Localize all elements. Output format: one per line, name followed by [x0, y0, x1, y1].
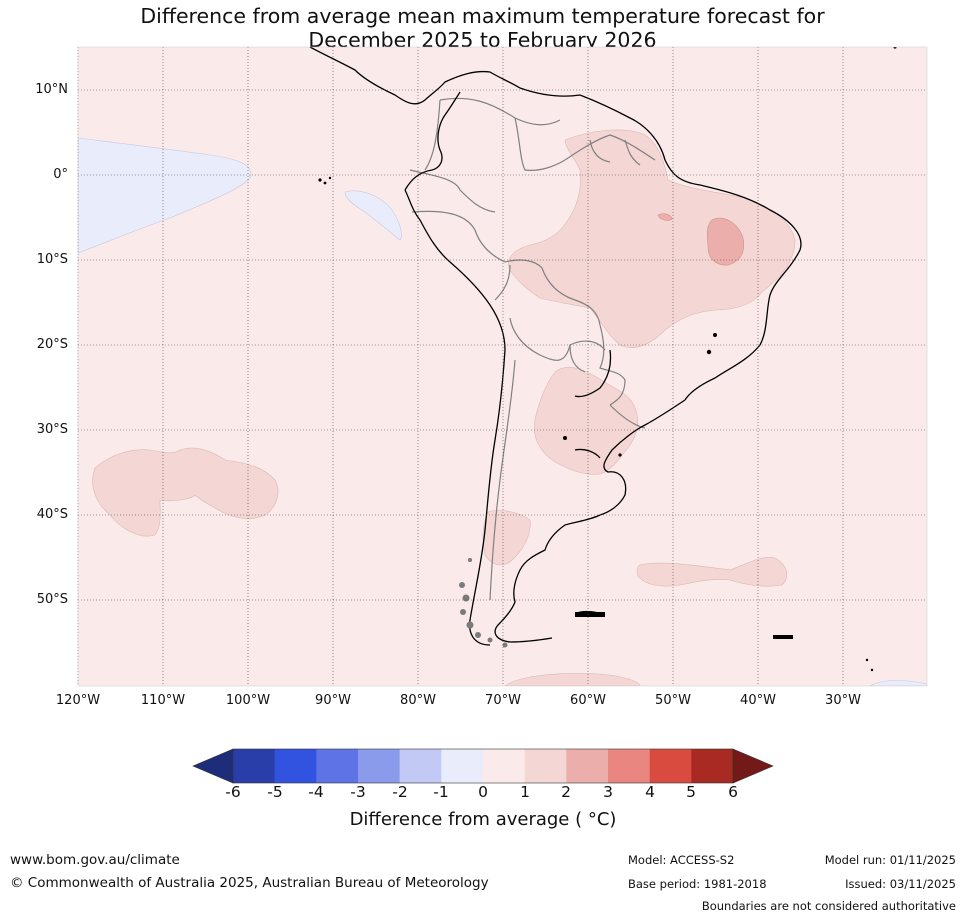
- colorbar-frame: [232, 748, 734, 784]
- colorbar-tick: 2: [561, 783, 571, 801]
- lon-label-30w: 30°W: [825, 693, 861, 708]
- footer-copyright: © Commonwealth of Australia 2025, Austra…: [10, 875, 489, 891]
- footer-base-period: Base period: 1981-2018: [628, 877, 767, 891]
- chile-archipelago: [459, 558, 508, 648]
- figure-title: Difference from average mean maximum tem…: [0, 4, 965, 52]
- coastline: [309, 47, 802, 646]
- lon-label-70w: 70°W: [485, 693, 521, 708]
- lon-label-120w: 120°W: [55, 693, 101, 708]
- falklands-coast: [576, 610, 606, 616]
- lon-label-110w: 110°W: [140, 693, 186, 708]
- anomaly-region-warm-amazon: [508, 129, 796, 349]
- anomaly-region-warm-pampas: [534, 367, 639, 475]
- colorbar-segment: [649, 749, 692, 783]
- lon-label-40w: 40°W: [740, 693, 776, 708]
- anomaly-region-hot-northeast-brazil: [706, 217, 745, 266]
- colorbar-segment: [274, 749, 317, 783]
- anomaly-region-warm-southatlantic: [636, 557, 788, 587]
- map-background: [78, 47, 927, 686]
- anomaly-region-hot-small: [657, 213, 673, 221]
- anomaly-region-cool-southatlantic: [869, 680, 927, 686]
- anomaly-region-cool-galapagos: [344, 190, 402, 241]
- colorbar-segment: [441, 749, 484, 783]
- anomaly-region-warm-drake: [504, 673, 641, 686]
- colorbar-segment: [358, 749, 400, 783]
- colorbar-tick: 4: [645, 783, 655, 801]
- gridlines: [77, 47, 927, 686]
- lat-label-40s: 40°S: [36, 507, 68, 522]
- footer-issued: Issued: 03/11/2025: [845, 877, 956, 891]
- islands: [318, 47, 897, 672]
- lon-label-100w: 100°W: [225, 693, 271, 708]
- lat-label-30s: 30°S: [36, 422, 68, 437]
- colorbar-tick: 3: [603, 783, 613, 801]
- anomaly-region-cool-pacific: [78, 137, 252, 254]
- anomaly-region-warm-pacific: [92, 447, 279, 537]
- map-frame: [77, 46, 928, 687]
- lat-label-10n: 10°N: [35, 82, 68, 97]
- colorbar-segment: [524, 749, 567, 783]
- colorbar: [192, 748, 774, 784]
- colorbar-segments: [233, 749, 734, 783]
- lat-label-20s: 20°S: [36, 337, 68, 352]
- colorbar-label: Difference from average ( °C): [349, 809, 617, 830]
- lat-label-0: 0°: [53, 167, 68, 182]
- colorbar-tick: -3: [350, 783, 366, 801]
- colorbar-segment: [608, 749, 650, 783]
- colorbar-tick: -2: [392, 783, 408, 801]
- colorbar-tick: -5: [267, 783, 283, 801]
- colorbar-tick: -4: [308, 783, 324, 801]
- lon-label-80w: 80°W: [400, 693, 436, 708]
- colorbar-segment: [233, 749, 275, 783]
- footer-model: Model: ACCESS-S2: [628, 853, 735, 867]
- colorbar-tick: 0: [478, 783, 488, 801]
- lat-label-50s: 50°S: [36, 592, 68, 607]
- colorbar-over-arrow: [732, 748, 774, 784]
- colorbar-under-arrow: [192, 748, 234, 784]
- colorbar-tick: 6: [728, 783, 738, 801]
- footer-website: www.bom.gov.au/climate: [10, 852, 180, 868]
- colorbar-segment: [566, 749, 609, 783]
- anomaly-regions: [78, 47, 927, 686]
- colorbar-tick: 5: [686, 783, 696, 801]
- title-line-1: Difference from average mean maximum tem…: [140, 4, 825, 28]
- country-borders: [409, 97, 656, 601]
- footer-model-run: Model run: 01/11/2025: [824, 853, 956, 867]
- colorbar-tick: 1: [520, 783, 530, 801]
- footer-disclaimer: Boundaries are not considered authoritat…: [701, 899, 956, 913]
- colorbar-segment: [399, 749, 442, 783]
- colorbar-segment: [691, 749, 734, 783]
- colorbar-tick: -1: [433, 783, 449, 801]
- lon-label-60w: 60°W: [570, 693, 606, 708]
- lon-label-90w: 90°W: [315, 693, 351, 708]
- colorbar-segment: [483, 749, 525, 783]
- lon-label-50w: 50°W: [655, 693, 691, 708]
- lat-label-10s: 10°S: [36, 252, 68, 267]
- colorbar-segment: [316, 749, 359, 783]
- colorbar-tick: -6: [225, 783, 241, 801]
